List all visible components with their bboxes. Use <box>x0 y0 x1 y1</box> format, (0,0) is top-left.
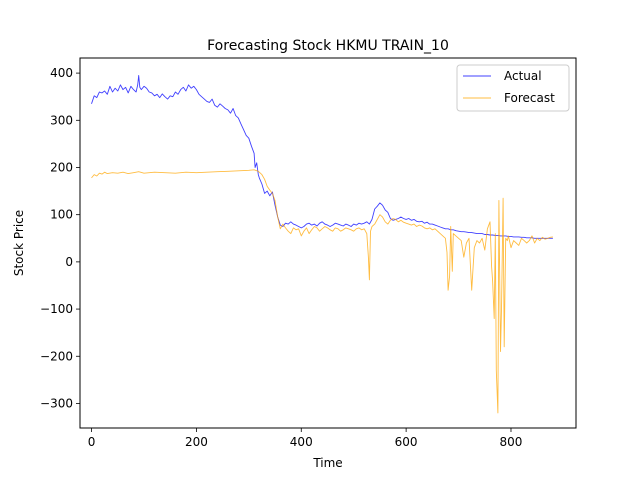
y-axis: −300 −200 −100 0 100 200 300 400 <box>40 66 80 410</box>
y-tick-label: −300 <box>40 396 73 410</box>
x-tick-label: 400 <box>290 435 313 449</box>
y-tick-label: 300 <box>50 113 73 127</box>
series-line-actual <box>91 75 553 239</box>
chart-title: Forecasting Stock HKMU TRAIN_10 <box>207 38 449 54</box>
x-axis-title: Time <box>312 456 342 470</box>
legend: Actual Forecast <box>456 64 570 112</box>
legend-label-actual: Actual <box>504 69 542 83</box>
plot-frame <box>79 57 577 429</box>
series-layer <box>91 75 553 414</box>
y-tick-label: 200 <box>50 160 73 174</box>
y-tick-label: 100 <box>50 208 73 222</box>
y-tick-label: −200 <box>40 349 73 363</box>
y-tick-label: 0 <box>65 255 73 269</box>
y-axis-title: Stock Price <box>12 210 26 276</box>
legend-label-forecast: Forecast <box>504 91 555 105</box>
x-tick-label: 600 <box>395 435 418 449</box>
x-tick-label: 800 <box>500 435 523 449</box>
series-line-forecast <box>91 169 553 414</box>
x-axis: 0 200 400 600 800 <box>88 428 523 449</box>
y-tick-label: −100 <box>40 302 73 316</box>
y-tick-label: 400 <box>50 66 73 80</box>
x-tick-label: 200 <box>185 435 208 449</box>
x-tick-label: 0 <box>88 435 96 449</box>
